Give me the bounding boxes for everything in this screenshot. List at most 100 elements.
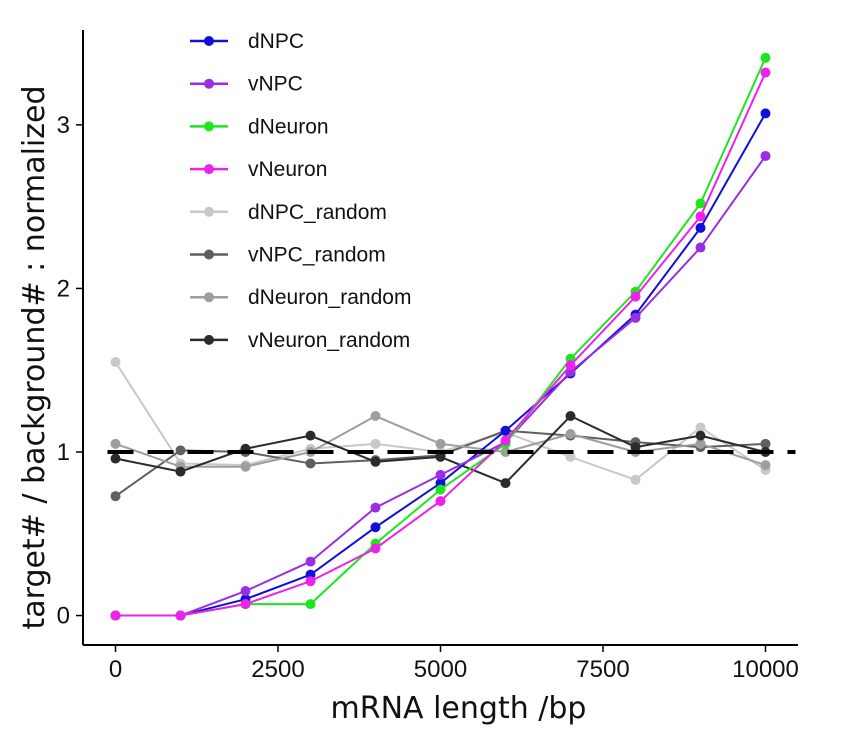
x-tick-label: 7500 xyxy=(576,656,629,683)
legend-label: vNeuron_random xyxy=(248,329,410,352)
y-tick-label: 1 xyxy=(57,439,70,466)
data-point-dnpc xyxy=(695,222,706,233)
y-tick-label: 3 xyxy=(57,112,70,139)
data-point-vneuron xyxy=(175,610,186,621)
legend-item-dneuron: dNeuron xyxy=(190,115,329,138)
y-tick-label: 2 xyxy=(57,275,70,302)
series-line-vneuron xyxy=(115,72,767,617)
x-tick-label: 10000 xyxy=(732,656,799,683)
data-point-vnpc xyxy=(305,556,316,567)
data-point-dnpc-random xyxy=(110,357,121,368)
legend: dNPC vNPC dNeuron vNeuron dNPC_random vNPC_ra… xyxy=(190,30,411,352)
data-point-vnpc-random xyxy=(110,491,121,502)
series-vneuron xyxy=(110,67,771,621)
data-point-vneuron-random xyxy=(305,430,316,441)
legend-label: dNPC_random xyxy=(248,201,387,224)
data-point-vneuron xyxy=(370,543,381,554)
data-point-dneuron-random xyxy=(500,446,511,457)
data-point-vnpc xyxy=(630,312,641,323)
data-point-dnpc xyxy=(370,522,381,533)
data-point-vneuron xyxy=(760,67,771,78)
data-point-dneuron-random xyxy=(565,429,576,440)
data-point-dneuron-random xyxy=(695,438,706,449)
data-point-vneuron xyxy=(565,360,576,371)
data-point-vnpc xyxy=(240,586,251,597)
data-point-vneuron xyxy=(500,435,511,446)
data-point-dnpc-random xyxy=(630,474,641,485)
legend-item-vnpc: vNPC xyxy=(190,73,303,96)
data-point-dnpc xyxy=(500,425,511,436)
series-dnpc-random xyxy=(110,357,771,485)
legend-swatch-point xyxy=(204,36,214,46)
data-point-vneuron xyxy=(630,291,641,302)
data-point-dneuron xyxy=(435,484,446,495)
data-point-vneuron-random xyxy=(110,453,121,464)
x-tick-label: 5000 xyxy=(414,656,467,683)
legend-label: vNPC xyxy=(248,73,303,96)
data-point-dnpc-random xyxy=(565,451,576,462)
ticks-layer: 0 2500 5000 7500 10000 0 1 2 3 xyxy=(57,112,799,683)
data-point-dneuron xyxy=(760,52,771,63)
data-point-vneuron-random xyxy=(630,442,641,453)
data-point-dneuron xyxy=(305,599,316,610)
legend-swatch-point xyxy=(204,292,214,303)
data-point-dnpc xyxy=(760,108,771,119)
legend-item-dnpc-random: dNPC_random xyxy=(190,201,387,224)
data-point-vnpc-random xyxy=(175,445,186,456)
legend-item-dneuron-random: dNeuron_random xyxy=(190,286,411,309)
data-point-vnpc xyxy=(435,469,446,480)
x-tick-label: 0 xyxy=(109,656,122,683)
data-point-vneuron-random xyxy=(435,451,446,462)
data-point-vneuron xyxy=(305,576,316,587)
x-tick-label: 2500 xyxy=(251,656,304,683)
data-point-dneuron-random xyxy=(110,438,121,449)
data-point-dneuron-random xyxy=(760,460,771,471)
data-point-vneuron xyxy=(695,211,706,222)
data-point-dneuron-random xyxy=(435,438,446,449)
data-point-vneuron-random xyxy=(500,478,511,489)
data-point-vneuron xyxy=(435,496,446,507)
data-point-vnpc xyxy=(760,150,771,161)
data-point-vneuron-random xyxy=(175,466,186,477)
y-axis-title: target# / background# : normalized xyxy=(17,86,52,630)
data-point-vnpc xyxy=(695,242,706,253)
data-point-dneuron-random xyxy=(370,411,381,422)
data-point-dnpc-random xyxy=(370,438,381,449)
data-point-vnpc xyxy=(370,502,381,513)
series-dnpc xyxy=(110,108,771,621)
series-vneuron-random xyxy=(110,411,771,489)
legend-label: vNPC_random xyxy=(248,244,386,267)
x-axis-title: mRNA length /bp xyxy=(331,691,587,726)
legend-item-vneuron: vNeuron xyxy=(190,158,327,181)
data-point-dnpc-random xyxy=(695,422,706,433)
data-point-vnpc-random xyxy=(760,438,771,449)
legend-label: dNeuron_random xyxy=(248,286,411,309)
legend-item-vneuron-random: vNeuron_random xyxy=(190,329,410,352)
data-point-vneuron-random xyxy=(565,411,576,422)
data-point-vneuron-random xyxy=(370,456,381,467)
legend-item-dnpc: dNPC xyxy=(190,30,304,53)
data-point-vnpc-random xyxy=(305,458,316,469)
data-point-vneuron-random xyxy=(695,430,706,441)
series-vnpc xyxy=(110,150,771,621)
series-layer xyxy=(107,52,796,621)
series-line-dneuron xyxy=(115,57,767,617)
data-point-vneuron xyxy=(240,599,251,610)
data-point-dneuron xyxy=(695,198,706,209)
legend-swatch-point xyxy=(204,121,214,132)
series-line-dnpc xyxy=(115,112,767,617)
series-line-vnpc xyxy=(115,155,767,617)
legend-item-vnpc-random: vNPC_random xyxy=(190,244,386,267)
y-tick-label: 0 xyxy=(57,603,70,630)
legend-label: vNeuron xyxy=(248,158,327,181)
legend-swatch-point xyxy=(204,206,214,217)
legend-swatch-point xyxy=(204,78,214,89)
legend-swatch-point xyxy=(204,249,214,260)
axes-layer xyxy=(82,30,798,646)
data-point-vneuron xyxy=(110,610,121,621)
series-line-dnpc-random xyxy=(114,361,767,481)
legend-swatch-point xyxy=(204,334,214,345)
data-point-dneuron-random xyxy=(240,461,251,472)
legend-label: dNeuron xyxy=(248,115,329,138)
